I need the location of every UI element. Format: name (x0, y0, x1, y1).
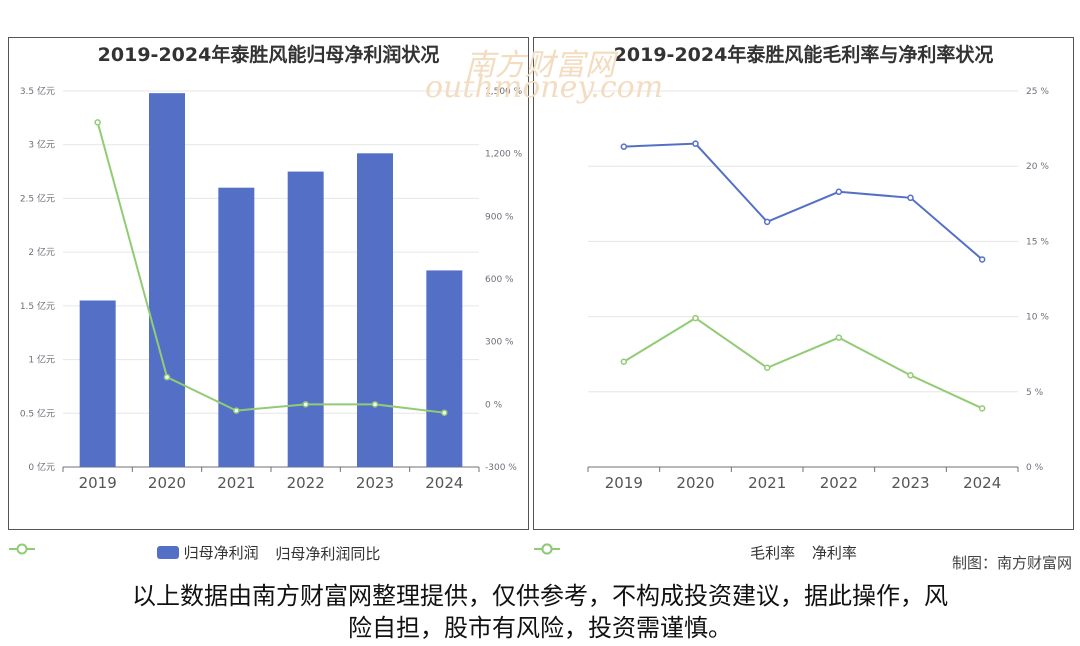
yoy-point (94, 119, 101, 126)
y-right-tick-label: 300 % (485, 338, 514, 348)
legend-item-bar[interactable]: 归母净利润 (156, 542, 259, 563)
yoy-point (371, 401, 379, 408)
legend-item-net[interactable]: 净利率 (534, 542, 857, 563)
legend-line-label: 归母净利润同比 (275, 545, 381, 563)
net-margin-point (620, 358, 628, 365)
net-margin-point (907, 372, 914, 379)
margin-chart-svg: 0 % 5 % 10 % 15 % 20 % 25 % 2019 2020 2021 2022 20… (587, 87, 1049, 492)
x-tick-label: 2022 (287, 474, 325, 492)
y-right-tick-label: 1,500 % (485, 87, 523, 97)
gross-margin-point (620, 143, 628, 150)
chart-credit: 制图：南方财富网 (951, 554, 1072, 572)
legend-item-line[interactable]: 归母净利润同比 (9, 543, 381, 564)
bar (218, 187, 255, 467)
x-tick-label: 2020 (148, 474, 186, 492)
x-tick-label: 2023 (356, 474, 394, 492)
disclaimer-line-2: 险自担，股市有风险，投资需谨慎。 (348, 614, 732, 642)
y-right-tick-label: 0 % (485, 400, 503, 410)
net-margin-point (692, 314, 699, 322)
y-left-tick-label: 2 亿元 (28, 246, 55, 258)
x-tick-label: 2021 (748, 474, 786, 492)
net-margin-point (835, 334, 843, 341)
yoy-line (96, 122, 445, 414)
margin-chart-panel: 0 % 5 % 10 % 15 % 20 % 25 % 2019 2020 2021 2022 20… (533, 37, 1074, 562)
y-right-tick-label: 600 % (485, 275, 514, 285)
y-right-tick-label: 25 % (1026, 87, 1049, 97)
legend-bar-swatch-icon (156, 546, 179, 559)
legend-gross-label: 毛利率 (750, 544, 796, 562)
x-tick-label: 2019 (605, 474, 643, 492)
yoy-point (441, 409, 448, 416)
disclaimer: 以上数据由南方财富网整理提供，仅供参考，不构成投资建议，据此操作，风 险自担，股… (40, 580, 1040, 644)
gross-margin-point (978, 256, 986, 263)
gross-margin-point (763, 218, 771, 226)
profit-chart-legend: 归母净利润 归母净利润同比 (9, 542, 528, 564)
bar (149, 93, 185, 468)
legend-net-swatch-icon (534, 543, 560, 555)
y-left-tick-label: 0.5 亿元 (20, 407, 55, 419)
gross-margin-point (907, 194, 914, 202)
bar (79, 300, 116, 467)
y-right-tick-label: 10 % (1026, 313, 1049, 323)
y-left-tick-label: 1.5 亿元 (20, 300, 55, 312)
y-left-tick-label: 0 亿元 (28, 461, 55, 473)
x-tick-label: 2019 (79, 474, 117, 492)
profit-chart-title: 2019-2024年泰胜风能归母净利润状况 (97, 44, 440, 66)
margin-chart-legend: 毛利率 净利率 (534, 542, 1073, 563)
bar (426, 270, 463, 467)
y-right-tick-label: 1,200 % (485, 150, 523, 160)
y-left-tick-label: 3.5 亿元 (20, 85, 55, 97)
x-tick-label: 2024 (425, 474, 463, 492)
x-tick-label: 2023 (891, 474, 929, 492)
legend-line-swatch-icon (9, 543, 35, 555)
profit-chart-panel: 0 亿元 0.5 亿元 1 亿元 1.5 亿元 2 亿元 2.5 亿元 3 亿元 3.5 亿元… (8, 37, 529, 563)
legend-net-label: 净利率 (811, 544, 857, 562)
x-tick-label: 2020 (676, 474, 714, 492)
y-right-tick-label: 15 % (1026, 237, 1049, 247)
yoy-point (233, 407, 240, 414)
net-margin-point (978, 405, 986, 412)
y-right-tick-label: -300 % (485, 463, 517, 473)
gross-margin-point (692, 140, 699, 147)
y-left-tick-label: 3 亿元 (28, 139, 55, 151)
y-right-tick-label: 5 % (1026, 388, 1044, 398)
y-right-tick-label: 20 % (1026, 162, 1049, 172)
gross-margin-point (835, 188, 843, 196)
legend-bar-label: 归母净利润 (183, 544, 259, 562)
y-left-tick-label: 1 亿元 (28, 354, 55, 366)
yoy-point (163, 373, 171, 381)
bar (287, 171, 324, 468)
disclaimer-line-1: 以上数据由南方财富网整理提供，仅供参考，不构成投资建议，据此操作，风 (132, 582, 948, 610)
legend-item-gross[interactable]: 毛利率 (534, 542, 796, 563)
net-margin-line (623, 316, 983, 410)
bar (357, 153, 393, 467)
y-left-tick-label: 2.5 亿元 (20, 192, 55, 204)
x-tick-label: 2021 (217, 474, 255, 492)
y-right-tick-label: 900 % (485, 212, 514, 222)
net-margin-point (763, 364, 771, 371)
margin-chart-title: 2019-2024年泰胜风能毛利率与净利率状况 (613, 44, 994, 66)
gross-margin-line (623, 142, 983, 261)
yoy-point (302, 401, 309, 408)
y-right-tick-label: 0 % (1026, 463, 1044, 473)
x-tick-label: 2024 (963, 474, 1001, 492)
profit-chart-svg: 0 亿元 0.5 亿元 1 亿元 1.5 亿元 2 亿元 2.5 亿元 3 亿元 3.5 亿元… (20, 85, 523, 492)
x-tick-label: 2022 (820, 474, 858, 492)
